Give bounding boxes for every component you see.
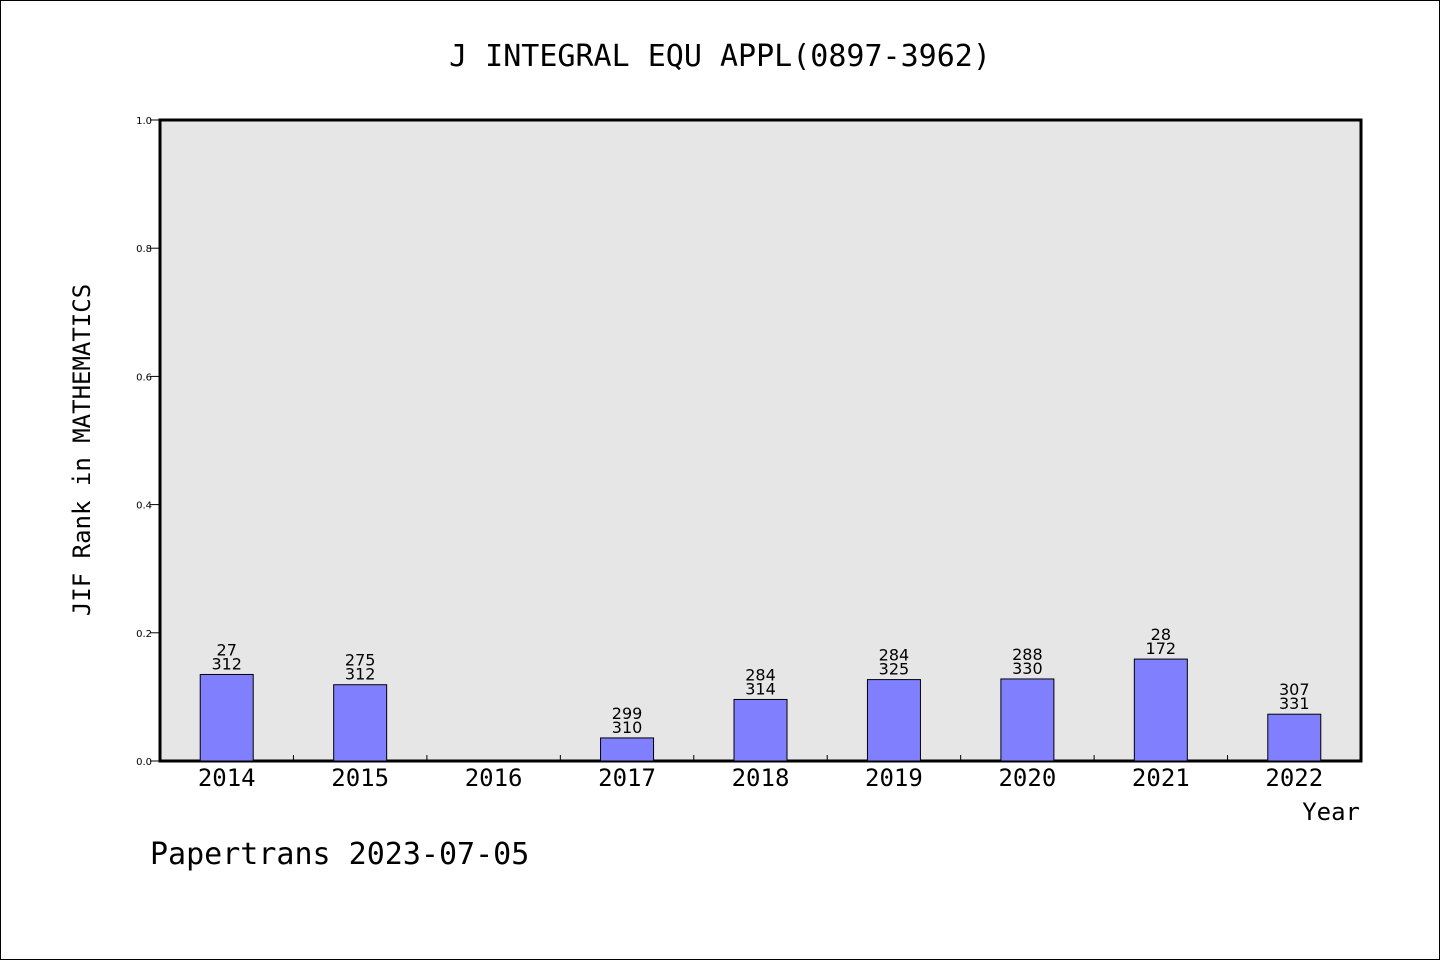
bar-total-label: 312 — [211, 654, 242, 673]
x-tick-label: 2019 — [865, 764, 923, 792]
bar-2019 — [866, 679, 921, 762]
footer-credit: Papertrans 2023-07-05 — [150, 837, 529, 872]
y-axis: 0.0 0.2 0.4 0.6 0.8 1.0 — [136, 116, 160, 768]
bar-total-label: 325 — [879, 660, 910, 679]
y-tick-label: 0.6 — [136, 372, 152, 383]
x-tick-label: 2015 — [331, 764, 389, 792]
bar-total-label: 172 — [1146, 639, 1177, 658]
bar-2015 — [333, 684, 388, 762]
bar-rank-label: 284 — [879, 646, 910, 665]
bar-2020 — [1000, 678, 1055, 762]
x-tick-label: 2017 — [598, 764, 656, 792]
x-tick-label: 2022 — [1265, 764, 1323, 792]
bar-rank-label: 288 — [1012, 645, 1043, 664]
bar-2014 — [199, 673, 254, 762]
bar-rank-label: 27 — [217, 640, 237, 659]
bar-total-label: 330 — [1012, 659, 1043, 678]
y-tick-label: 0.4 — [136, 501, 152, 512]
y-tick-label: 0.2 — [136, 629, 152, 640]
x-tick-label: 2020 — [998, 764, 1056, 792]
bar-2022 — [1267, 713, 1322, 762]
bar-total-label: 310 — [612, 718, 643, 737]
y-axis-label: JIF Rank in MATHEMATICS — [68, 284, 96, 616]
bar-2017 — [600, 737, 655, 762]
chart-title: J INTEGRAL EQU APPL(0897-3962) — [449, 39, 991, 74]
x-tick-label: 2018 — [732, 764, 790, 792]
bar-2021 — [1133, 658, 1188, 762]
bar-2018 — [733, 698, 788, 762]
bar-rank-label: 307 — [1279, 680, 1310, 699]
x-tick-label: 2014 — [198, 764, 256, 792]
bar-rank-label: 299 — [612, 704, 643, 723]
y-tick-label: 0.8 — [136, 244, 152, 255]
bar-rank-label: 28 — [1151, 625, 1171, 644]
bar-total-label: 314 — [745, 679, 776, 698]
y-tick-label: 0.0 — [136, 757, 152, 768]
x-tick-label: 2016 — [465, 764, 523, 792]
bars — [199, 658, 1322, 762]
bar-rank-label: 284 — [745, 665, 776, 684]
bar-total-label: 312 — [345, 665, 376, 684]
y-tick-label: 1.0 — [136, 116, 152, 127]
plot-area — [158, 118, 1363, 763]
x-axis-label: Year — [1302, 798, 1360, 826]
x-tick-label: 2021 — [1132, 764, 1190, 792]
x-axis: 2014 2015 2016 2017 2018 2019 2020 2021 2022 — [198, 755, 1323, 792]
bar-total-label: 331 — [1279, 694, 1310, 713]
bar-rank-label: 275 — [345, 651, 376, 670]
